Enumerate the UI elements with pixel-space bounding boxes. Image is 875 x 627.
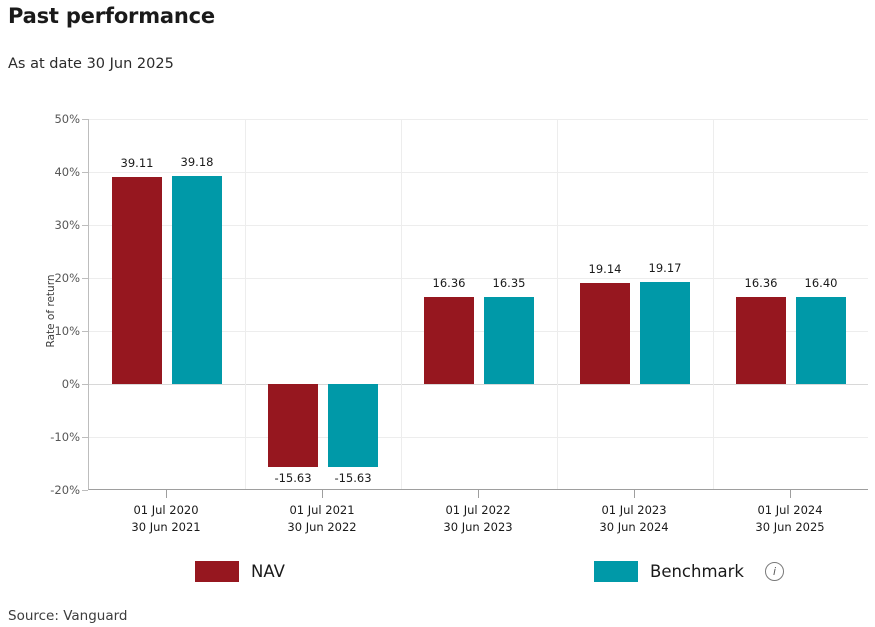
bar-nav-5[interactable]: [736, 297, 786, 384]
y-tick-label: -20%: [50, 483, 80, 497]
category-separator: [557, 119, 558, 489]
gridline: [89, 278, 868, 279]
bar-value-label: 16.36: [744, 276, 778, 291]
x-category-label-line: 01 Jul 2024: [757, 503, 823, 517]
bar-value-label: 16.40: [804, 276, 838, 291]
bar-nav-2[interactable]: [268, 384, 318, 467]
x-category-label-line: 01 Jul 2020: [133, 503, 199, 517]
y-axis-tick-labels: 50% 40% 30% 20% 10% 0% -10% -20%: [0, 112, 80, 497]
y-tick-mark: [82, 225, 88, 226]
y-tick-label: 40%: [54, 165, 80, 179]
category-separator: [713, 119, 714, 489]
x-category-label: 01 Jul 2021 30 Jun 2022: [227, 502, 417, 536]
plot-area: 39.11 39.18 -15.63 -15.63 16.36 16.35 19.14 19.…: [88, 119, 868, 490]
y-tick-mark: [82, 278, 88, 279]
x-category-label-line: 30 Jun 2022: [287, 520, 357, 534]
legend-label-benchmark: Benchmark: [650, 562, 744, 581]
bar-value-label: 16.35: [492, 276, 526, 291]
info-icon[interactable]: i: [764, 562, 784, 581]
zero-line: [89, 384, 868, 385]
y-tick-label: 0%: [61, 377, 80, 391]
gridline: [89, 437, 868, 438]
y-tick-mark: [82, 437, 88, 438]
x-tick-mark: [166, 490, 167, 498]
x-category-label-line: 30 Jun 2024: [599, 520, 669, 534]
y-tick-mark: [82, 331, 88, 332]
x-tick-mark: [790, 490, 791, 498]
category-separator: [401, 119, 402, 489]
source-note: Source: Vanguard: [8, 608, 128, 624]
x-tick-mark: [322, 490, 323, 498]
x-category-label-line: 01 Jul 2021: [289, 503, 355, 517]
y-tick-label: 20%: [54, 271, 80, 285]
legend-label-nav: NAV: [251, 562, 285, 581]
bar-value-label: 19.14: [588, 261, 622, 276]
x-category-label-line: 01 Jul 2022: [445, 503, 511, 517]
bar-benchmark-3[interactable]: [484, 297, 534, 384]
x-tick-mark: [634, 490, 635, 498]
page-subtitle: As at date 30 Jun 2025: [8, 56, 174, 72]
gridline: [89, 119, 868, 120]
x-category-label-line: 30 Jun 2023: [443, 520, 513, 534]
page-title: Past performance: [8, 4, 215, 28]
y-tick-mark: [82, 490, 88, 491]
gridline: [89, 331, 868, 332]
bar-benchmark-5[interactable]: [796, 297, 846, 384]
x-tick-mark: [478, 490, 479, 498]
bar-value-label: 39.11: [120, 155, 154, 170]
chart-legend: NAV Benchmark i: [0, 558, 875, 590]
gridline: [89, 172, 868, 173]
x-category-label: 01 Jul 2024 30 Jun 2025: [695, 502, 875, 536]
y-tick-mark: [82, 384, 88, 385]
y-tick-label: 30%: [54, 218, 80, 232]
x-category-label: 01 Jul 2022 30 Jun 2023: [383, 502, 573, 536]
bar-benchmark-4[interactable]: [640, 282, 690, 384]
bar-value-label: 39.18: [180, 155, 214, 170]
bar-nav-4[interactable]: [580, 282, 630, 384]
bar-benchmark-2[interactable]: [328, 384, 378, 467]
x-category-label-line: 30 Jun 2025: [755, 520, 825, 534]
gridline: [89, 225, 868, 226]
x-category-label-line: 30 Jun 2021: [131, 520, 201, 534]
category-separator: [245, 119, 246, 489]
legend-item-benchmark[interactable]: Benchmark i: [594, 561, 784, 582]
legend-swatch-benchmark-icon: [594, 561, 638, 582]
legend-swatch-nav-icon: [195, 561, 239, 582]
x-category-label: 01 Jul 2020 30 Jun 2021: [71, 502, 261, 536]
performance-bar-chart: Rate of return 50% 40% 30% 20% 10% 0% -10% -20%…: [0, 100, 875, 540]
y-tick-label: 50%: [54, 112, 80, 126]
bar-value-label: -15.63: [274, 470, 312, 485]
x-category-label: 01 Jul 2023 30 Jun 2024: [539, 502, 729, 536]
bar-nav-3[interactable]: [424, 297, 474, 384]
y-tick-mark: [82, 119, 88, 120]
y-tick-label: 10%: [54, 324, 80, 338]
legend-item-nav[interactable]: NAV: [195, 561, 285, 582]
bar-benchmark-1[interactable]: [172, 176, 222, 384]
x-category-label-line: 01 Jul 2023: [601, 503, 667, 517]
bar-nav-1[interactable]: [112, 176, 162, 384]
bar-value-label: 19.17: [648, 261, 682, 276]
y-tick-label: -10%: [50, 430, 80, 444]
bar-value-label: 16.36: [432, 276, 466, 291]
y-tick-mark: [82, 172, 88, 173]
bar-value-label: -15.63: [334, 470, 372, 485]
